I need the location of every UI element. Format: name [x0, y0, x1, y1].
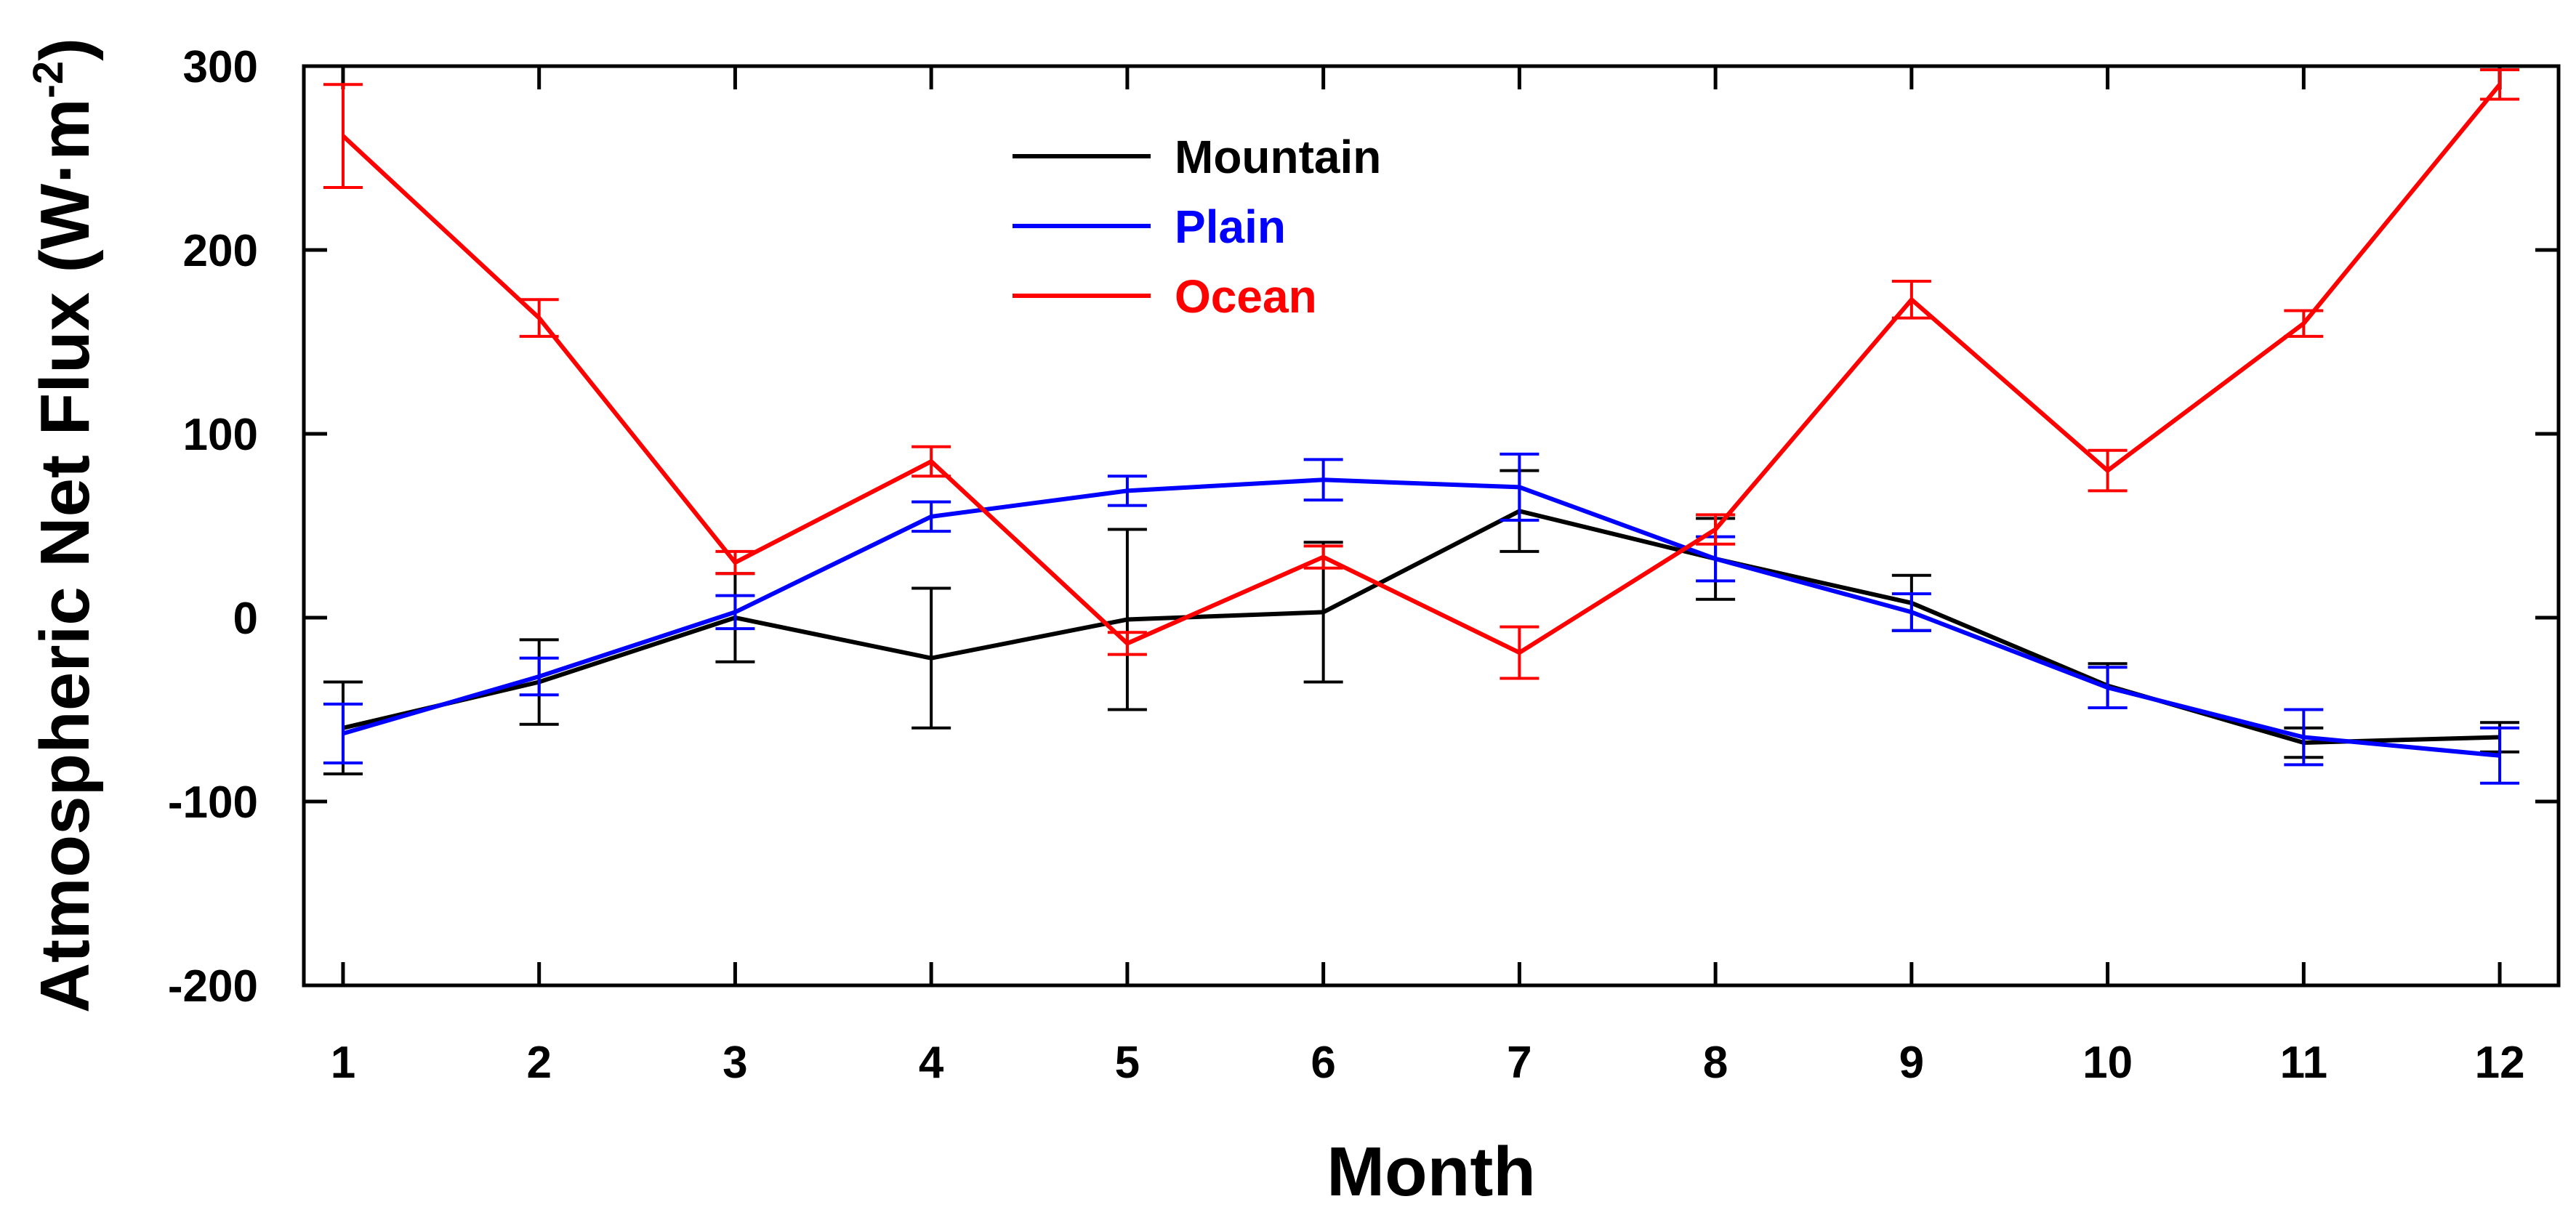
y-tick-label-1: -100 [168, 778, 258, 828]
y-axis-title-dot: · [26, 161, 104, 184]
x-tick-label-4: 5 [1115, 1038, 1140, 1088]
legend-label-ocean: Ocean [1175, 270, 1317, 323]
y-axis-title-unit: m [26, 98, 104, 160]
x-tick-label-0: 1 [331, 1038, 355, 1088]
series-ocean [323, 68, 2520, 680]
legend-label-plain: Plain [1175, 201, 1286, 253]
series-layer [323, 68, 2520, 785]
series-line-plain [342, 477, 2500, 758]
x-tick-label-11: 12 [2475, 1038, 2525, 1088]
plot-frame [302, 64, 2561, 988]
y-tick-label-0: -200 [168, 961, 258, 1012]
x-axis-title: Month [1327, 1133, 1536, 1211]
legend-label-mountain: Mountain [1175, 131, 1381, 183]
y-tick-label-5: 300 [183, 42, 258, 92]
y-tick-label-4: 200 [183, 226, 258, 276]
x-tick-label-7: 8 [1703, 1038, 1728, 1088]
series-plain [323, 452, 2520, 785]
y-tick-label-3: 100 [183, 410, 258, 460]
series-mountain [323, 469, 2520, 776]
y-axis-title: Atmospheric Net Flux (W·m-2) [25, 38, 104, 1013]
y-axis-title-main: Atmospheric Net Flux (W [26, 183, 104, 1013]
legend: Mountain Plain Ocean [1013, 131, 1381, 323]
x-tick-label-8: 9 [1899, 1038, 1924, 1088]
x-tick-label-6: 7 [1507, 1038, 1531, 1088]
x-tick-label-5: 6 [1311, 1038, 1335, 1088]
x-tick-label-3: 4 [919, 1038, 944, 1088]
x-axis-ticks: 1 2 3 4 5 6 7 8 9 10 11 12 [331, 66, 2525, 1088]
x-tick-label-10: 11 [2280, 1038, 2328, 1088]
y-axis-title-close: ) [26, 38, 104, 61]
x-tick-label-1: 2 [526, 1038, 551, 1088]
y-tick-label-2: 0 [233, 594, 258, 644]
x-tick-label-9: 10 [2082, 1038, 2133, 1088]
y-axis-title-exponent: -2 [25, 61, 72, 99]
x-tick-label-2: 3 [723, 1038, 747, 1088]
y-axis-ticks: -200 -100 0 100 200 300 [168, 42, 2559, 1012]
series-line-mountain [342, 509, 2500, 746]
series-line-ocean [341, 83, 2502, 655]
